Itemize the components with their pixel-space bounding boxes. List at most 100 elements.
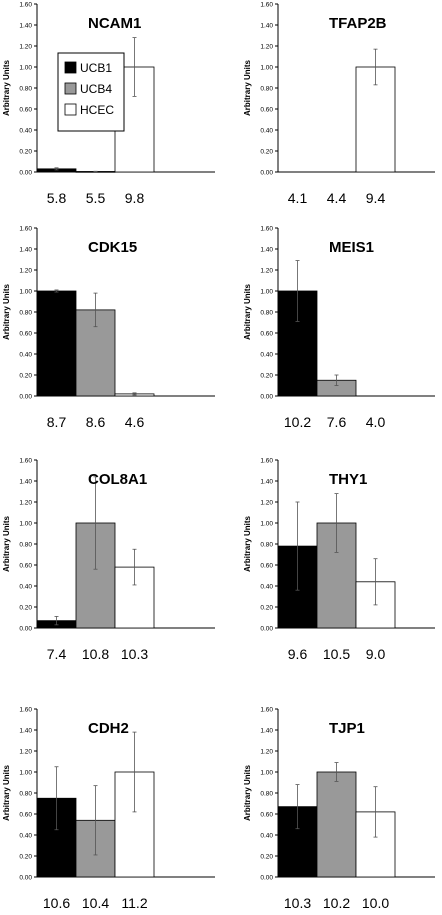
y-tick-label: 0.00 xyxy=(19,625,32,632)
value-label: 4.6 xyxy=(125,414,145,430)
legend-label-ucb4: UCB4 xyxy=(80,82,112,96)
y-tick-label: 0.60 xyxy=(19,811,32,818)
y-tick-label: 0.00 xyxy=(19,874,32,881)
y-axis-label: Arbitrary Units xyxy=(243,59,252,116)
y-tick-label: 1.60 xyxy=(260,1,273,8)
y-tick-label: 0.40 xyxy=(260,127,273,134)
y-tick-label: 0.00 xyxy=(260,874,273,881)
value-label: 7.4 xyxy=(47,646,67,662)
y-tick-label: 0.80 xyxy=(260,790,273,797)
y-tick-label: 1.60 xyxy=(19,457,32,464)
value-label: 5.5 xyxy=(86,190,106,206)
value-label: 9.4 xyxy=(366,190,386,206)
y-axis-label: Arbitrary Units xyxy=(243,515,252,572)
y-tick-label: 0.80 xyxy=(19,541,32,548)
y-tick-label: 0.60 xyxy=(260,562,273,569)
bar-ucb4 xyxy=(316,771,357,878)
value-label: 10.6 xyxy=(43,895,70,911)
y-axis-label: Arbitrary Units xyxy=(2,59,11,116)
value-label: 10.2 xyxy=(323,895,350,911)
y-tick-label: 0.40 xyxy=(19,351,32,358)
chart-panel-col8a1: 0.00 0.20 0.40 0.60 0.80 1.00 1.20 1.40 1.60 Arbi… xyxy=(2,457,215,662)
y-tick-label: 0.80 xyxy=(19,790,32,797)
bar-ucb1 xyxy=(36,290,77,397)
value-label: 4.0 xyxy=(366,414,386,430)
y-tick-label: 0.20 xyxy=(260,372,273,379)
y-tick-label: 1.40 xyxy=(19,478,32,485)
y-tick-label: 0.80 xyxy=(19,309,32,316)
y-tick-label: 1.40 xyxy=(260,727,273,734)
y-tick-label: 1.40 xyxy=(19,246,32,253)
y-tick-label: 0.40 xyxy=(260,583,273,590)
chart-panel-cdh2: 0.00 0.20 0.40 0.60 0.80 1.00 1.20 1.40 1.60 Arbi… xyxy=(2,706,215,911)
y-tick-label: 0.60 xyxy=(260,330,273,337)
y-tick-label: 0.00 xyxy=(260,393,273,400)
value-label: 4.1 xyxy=(288,190,308,206)
chart-title: THY1 xyxy=(329,471,367,488)
y-tick-label: 1.00 xyxy=(19,288,32,295)
chart-title: MEIS1 xyxy=(329,239,374,256)
y-tick-label: 1.00 xyxy=(19,769,32,776)
legend-label-hcec: HCEC xyxy=(80,103,114,117)
y-axis-label: Arbitrary Units xyxy=(243,764,252,821)
y-tick-label: 1.00 xyxy=(260,769,273,776)
chart-title: COL8A1 xyxy=(88,471,147,488)
y-tick-label: 0.20 xyxy=(19,604,32,611)
value-label: 7.6 xyxy=(327,414,347,430)
y-tick-label: 0.20 xyxy=(19,853,32,860)
value-label: 4.4 xyxy=(327,190,347,206)
y-tick-label: 1.40 xyxy=(19,22,32,29)
value-label: 10.2 xyxy=(284,414,311,430)
y-tick-label: 0.80 xyxy=(260,541,273,548)
value-label: 11.2 xyxy=(121,895,147,911)
y-tick-label: 0.60 xyxy=(19,330,32,337)
chart-panel-tjp1: 0.00 0.20 0.40 0.60 0.80 1.00 1.20 1.40 1.60 Arbi… xyxy=(243,706,435,911)
y-tick-label: 1.20 xyxy=(19,748,32,755)
y-tick-label: 0.60 xyxy=(260,811,273,818)
y-tick-label: 0.20 xyxy=(260,853,273,860)
y-tick-label: 1.60 xyxy=(260,706,273,713)
value-label: 9.8 xyxy=(125,190,145,206)
y-tick-label: 1.20 xyxy=(260,499,273,506)
y-tick-label: 1.40 xyxy=(260,22,273,29)
y-tick-label: 1.00 xyxy=(260,520,273,527)
y-tick-label: 0.60 xyxy=(260,106,273,113)
value-label: 10.0 xyxy=(362,895,389,911)
value-label: 10.5 xyxy=(323,646,350,662)
legend-swatch-ucb1 xyxy=(64,61,77,74)
chart-panel-tfap2b: 0.00 0.20 0.40 0.60 0.80 1.00 1.20 1.40 1.60 Arbi… xyxy=(243,1,435,206)
y-tick-label: 0.00 xyxy=(19,169,32,176)
y-axis-label: Arbitrary Units xyxy=(2,515,11,572)
y-tick-label: 0.80 xyxy=(19,85,32,92)
y-axis-label: Arbitrary Units xyxy=(2,764,11,821)
y-tick-label: 0.60 xyxy=(19,562,32,569)
y-tick-label: 1.60 xyxy=(19,1,32,8)
value-label: 8.7 xyxy=(47,414,67,430)
y-tick-label: 1.20 xyxy=(260,267,273,274)
y-tick-label: 0.40 xyxy=(19,832,32,839)
value-label: 9.6 xyxy=(288,646,308,662)
chart-title: TJP1 xyxy=(329,720,365,737)
y-tick-label: 0.00 xyxy=(260,169,273,176)
y-tick-label: 0.80 xyxy=(260,85,273,92)
y-tick-label: 0.60 xyxy=(19,106,32,113)
y-tick-label: 1.20 xyxy=(260,748,273,755)
legend-swatch-ucb4 xyxy=(64,82,77,95)
y-tick-label: 1.20 xyxy=(19,499,32,506)
y-tick-label: 1.00 xyxy=(19,520,32,527)
y-tick-label: 0.80 xyxy=(260,309,273,316)
y-tick-label: 0.20 xyxy=(19,372,32,379)
y-tick-label: 1.00 xyxy=(19,64,32,71)
y-tick-label: 1.00 xyxy=(260,64,273,71)
chart-panel-meis1: 0.00 0.20 0.40 0.60 0.80 1.00 1.20 1.40 1.60 Arbi… xyxy=(243,225,435,430)
y-tick-label: 0.40 xyxy=(260,832,273,839)
y-axis-label: Arbitrary Units xyxy=(2,283,11,340)
legend-label-ucb1: UCB1 xyxy=(80,61,112,75)
value-label: 8.6 xyxy=(86,414,106,430)
chart-title: TFAP2B xyxy=(329,15,387,32)
value-label: 10.3 xyxy=(284,895,311,911)
chart-panel-cdk15: 0.00 0.20 0.40 0.60 0.80 1.00 1.20 1.40 1.60 Arbi… xyxy=(2,225,215,430)
chart-title: NCAM1 xyxy=(88,15,141,32)
value-label: 10.8 xyxy=(82,646,109,662)
